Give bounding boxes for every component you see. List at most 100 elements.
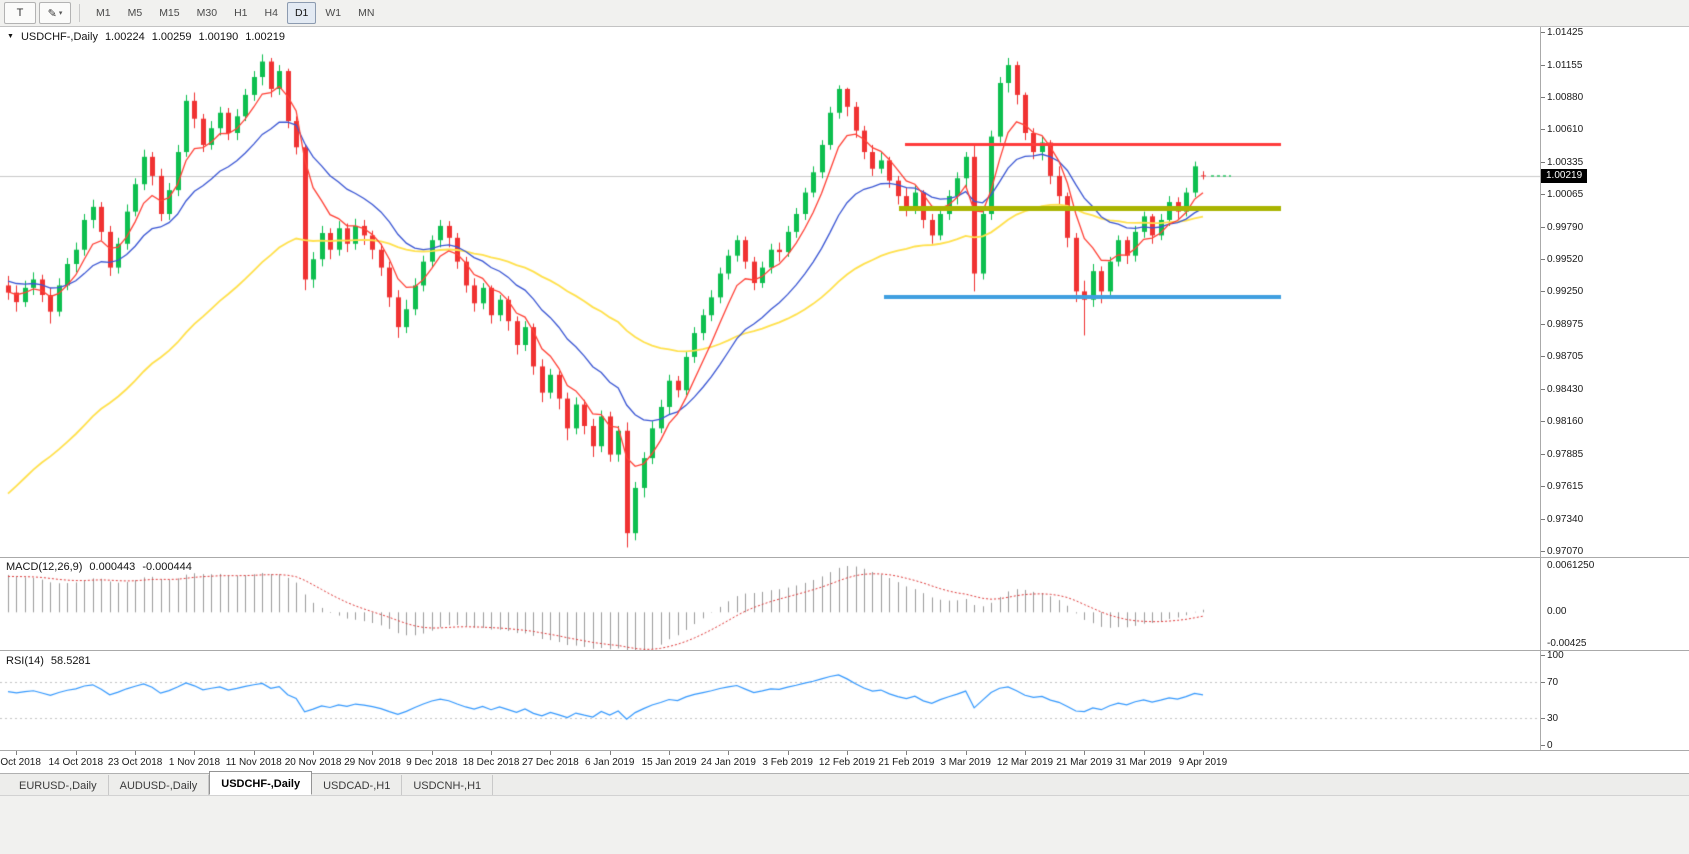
- date-axis-label: 1 Nov 2018: [168, 757, 221, 768]
- draw-tool-button[interactable]: ✎ ▾: [39, 2, 71, 24]
- date-axis-tick: [313, 751, 315, 755]
- date-axis-tick: [1143, 751, 1145, 755]
- price-axis-tick: [1541, 32, 1545, 34]
- date-axis-label: 23 Oct 2018: [107, 757, 163, 768]
- date-axis-label: 18 Dec 2018: [462, 757, 520, 768]
- price-axis-tick: [1541, 486, 1545, 488]
- draw-tool-icon: ✎: [47, 7, 57, 20]
- price-axis-label: 0.97615: [1547, 481, 1584, 493]
- price-axis-tick: [1541, 162, 1545, 164]
- price-axis-label: 0.97070: [1547, 546, 1584, 558]
- date-axis-tick: [669, 751, 671, 755]
- timeframe-button-mn[interactable]: MN: [358, 7, 375, 19]
- macd-axis-label: 0.0061250: [1547, 560, 1595, 571]
- rsi-axis-tick: [1541, 682, 1545, 683]
- date-axis-tick: [491, 751, 493, 755]
- rsi-panel-canvas[interactable]: [0, 651, 1540, 750]
- chart-tab-eurusd-daily[interactable]: EURUSD-,Daily: [8, 775, 109, 795]
- date-axis-label: 21 Feb 2019: [878, 757, 935, 768]
- toolbar-separator: [79, 4, 80, 22]
- top-toolbar: T ✎ ▾ M1 M5 M15 M30 H1 H4 D1 W1 MN: [0, 0, 1689, 27]
- price-axis-tick: [1541, 227, 1545, 229]
- price-axis-label: 0.98705: [1547, 351, 1584, 363]
- timeframe-button-w1[interactable]: W1: [325, 7, 342, 19]
- date-axis-tick: [1025, 751, 1026, 755]
- date-axis-label: 11 Nov 2018: [225, 757, 282, 768]
- date-axis-tick: [1202, 751, 1204, 755]
- price-axis-tick: [1541, 356, 1545, 358]
- date-axis-label: 6 Jan 2019: [584, 757, 635, 768]
- date-axis-label: 9 Dec 2018: [406, 757, 458, 768]
- panel-divider[interactable]: [0, 650, 1689, 651]
- timeframe-button-h1[interactable]: H1: [234, 7, 248, 19]
- price-axis-border: [1540, 27, 1541, 751]
- price-axis-label: 0.98160: [1547, 416, 1584, 428]
- date-axis-tick: [965, 751, 967, 755]
- price-axis-label: 0.97340: [1547, 513, 1584, 525]
- panel-divider[interactable]: [0, 557, 1689, 558]
- price-axis-tick: [1541, 518, 1545, 520]
- status-bar: [0, 795, 1689, 854]
- price-axis-tick: [1541, 129, 1545, 131]
- date-axis-tick: [16, 751, 18, 755]
- chart-tab-usdchf-daily[interactable]: USDCHF-,Daily: [209, 771, 313, 795]
- price-axis-label: 1.00335: [1547, 157, 1584, 169]
- date-axis-label: 24 Jan 2019: [700, 757, 756, 768]
- price-axis-label: 0.99790: [1547, 222, 1584, 234]
- date-axis-tick: [906, 751, 908, 755]
- chart-tab-bar: EURUSD-,Daily AUDUSD-,Daily USDCHF-,Daily U…: [0, 771, 1689, 795]
- panel-divider: [0, 750, 1689, 751]
- date-axis-label: 9 Apr 2019: [1178, 757, 1228, 768]
- price-axis-label: 1.00610: [1547, 124, 1584, 136]
- dropdown-caret-icon: ▾: [58, 10, 63, 17]
- price-axis-tick: [1541, 194, 1545, 196]
- date-axis-tick: [75, 751, 77, 755]
- price-axis-label: 1.01155: [1547, 59, 1583, 71]
- price-axis-label: 0.99250: [1547, 286, 1584, 298]
- price-axis-tick: [1541, 453, 1545, 455]
- date-axis-tick: [728, 751, 730, 755]
- timeframe-button-m30[interactable]: M30: [196, 7, 218, 19]
- date-axis-label: 21 Mar 2019: [1056, 757, 1113, 768]
- macd-panel-canvas[interactable]: [0, 558, 1540, 650]
- price-axis-tick: [1541, 259, 1545, 261]
- date-axis-tick: [372, 751, 374, 755]
- timeframe-button-m1[interactable]: M1: [96, 7, 111, 19]
- rsi-axis-tick: [1541, 718, 1545, 719]
- date-axis-label: 27 Dec 2018: [522, 757, 579, 768]
- price-axis-label: 1.00065: [1547, 189, 1584, 201]
- text-tool-button[interactable]: T: [4, 2, 36, 24]
- date-axis-label: 12 Mar 2019: [996, 757, 1054, 768]
- date-axis-label: 29 Nov 2018: [344, 757, 401, 768]
- price-axis-label: 1.01425: [1547, 27, 1584, 39]
- price-axis-tick: [1541, 421, 1545, 423]
- rsi-axis-tick: [1541, 745, 1545, 746]
- macd-axis-label: 0.00: [1547, 606, 1567, 618]
- price-chart-canvas[interactable]: [0, 27, 1540, 557]
- price-axis-tick: [1541, 291, 1545, 293]
- price-axis-tick: [1541, 97, 1545, 99]
- date-axis-label: 4 Oct 2018: [0, 757, 41, 768]
- chart-tab-audusd-daily[interactable]: AUDUSD-,Daily: [109, 775, 210, 795]
- chart-tab-usdcad-h1[interactable]: USDCAD-,H1: [312, 775, 403, 795]
- text-tool-icon: T: [16, 7, 24, 19]
- rsi-axis-label: 30: [1547, 713, 1559, 724]
- timeframe-button-m5[interactable]: M5: [127, 7, 143, 19]
- rsi-axis-label: 0: [1547, 740, 1553, 751]
- price-axis-tick: [1541, 64, 1545, 66]
- date-axis-tick: [787, 751, 789, 755]
- date-axis-tick: [847, 751, 849, 755]
- current-price-tag: 1.00219: [1541, 168, 1588, 183]
- date-axis-label: 3 Mar 2019: [940, 757, 991, 768]
- timeframe-button-h4[interactable]: H4: [264, 7, 278, 19]
- price-axis-label: 1.00880: [1547, 92, 1584, 104]
- date-axis-tick: [431, 751, 433, 755]
- date-axis-tick: [609, 751, 611, 755]
- chart-tab-usdcnh-h1[interactable]: USDCNH-,H1: [402, 775, 494, 795]
- timeframe-button-m15[interactable]: M15: [159, 7, 180, 19]
- date-axis-label: 15 Jan 2019: [641, 757, 697, 768]
- timeframe-button-d1[interactable]: D1: [286, 2, 317, 24]
- date-axis-tick: [253, 751, 255, 755]
- price-axis-label: 0.99520: [1547, 254, 1584, 266]
- date-axis-label: 14 Oct 2018: [48, 757, 104, 768]
